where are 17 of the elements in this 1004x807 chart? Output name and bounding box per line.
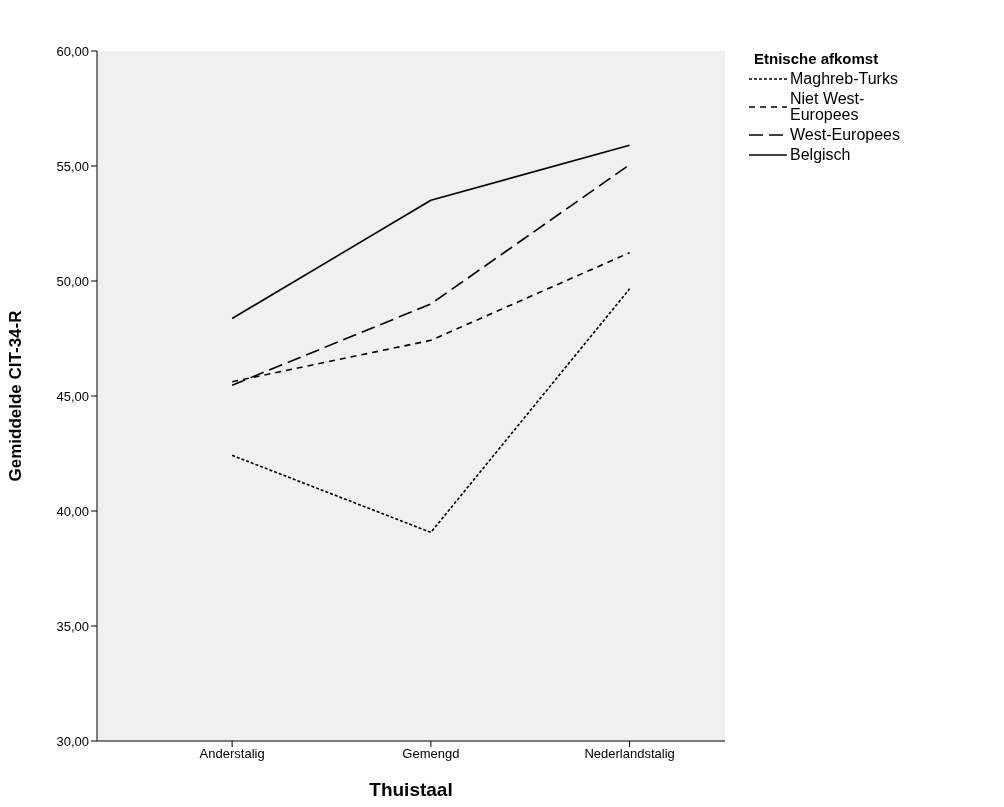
y-axis-title: Gemiddelde CIT-34-R [6,310,26,482]
y-tick-label: 45,00 [56,388,89,404]
y-tick-label: 30,00 [56,733,89,749]
x-tick-label: Anderstalig [199,746,265,762]
legend-title: Etnische afkomst [754,50,880,67]
legend-label: West-Europees [790,126,901,143]
y-tick-label: 40,00 [56,503,89,519]
legend-label: Belgisch [790,146,852,163]
x-tick-label: Nederlandstalig [584,746,675,762]
y-tick-label: 35,00 [56,618,89,634]
legend-label: Niet West-Europees [790,90,866,123]
y-tick-label: 55,00 [56,158,89,174]
legend-label: Maghreb-Turks [790,70,899,87]
y-tick-label: 50,00 [56,273,89,289]
y-tick-label: 60,00 [56,43,89,59]
x-axis-title: Thuistaal [369,779,453,800]
x-tick-label: Gemengd [402,746,460,762]
